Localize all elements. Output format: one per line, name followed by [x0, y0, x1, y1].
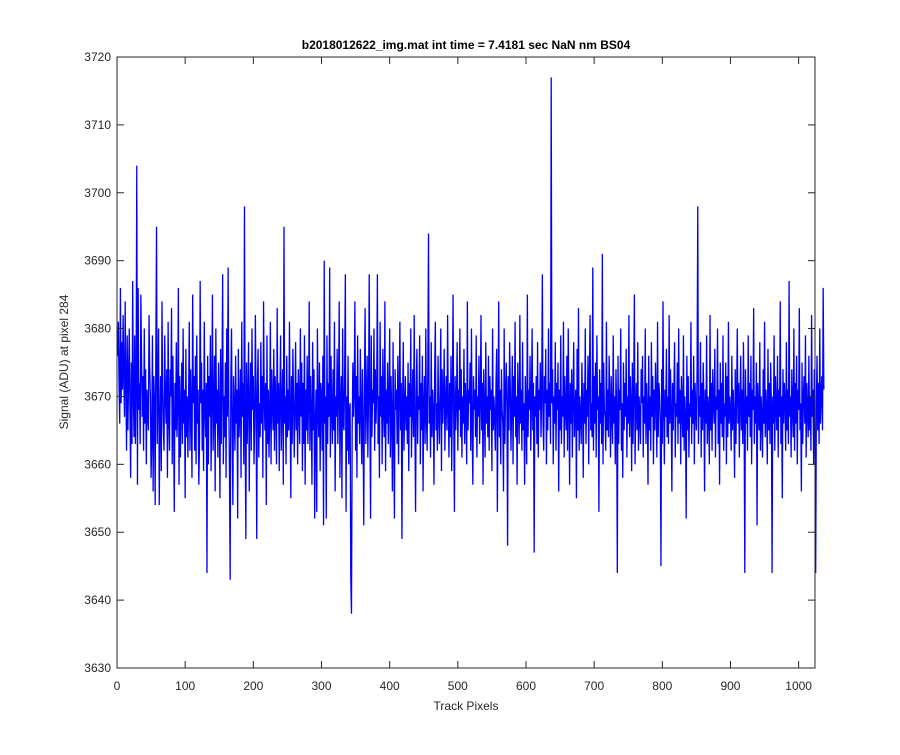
- x-tick-label: 600: [516, 679, 536, 693]
- y-tick-label: 3690: [84, 254, 111, 268]
- y-tick-label: 3650: [84, 525, 111, 539]
- y-tick-label: 3660: [84, 457, 111, 471]
- series-line-1: [117, 77, 825, 614]
- axes-box: [116, 56, 816, 669]
- y-tick-label: 3630: [84, 661, 111, 675]
- x-tick-label: 300: [311, 679, 331, 693]
- x-axis-label: Track Pixels: [434, 699, 499, 713]
- x-tick-label: 1000: [785, 679, 812, 693]
- x-tick-label: 400: [380, 679, 400, 693]
- x-tick-label: 900: [720, 679, 740, 693]
- y-tick-label: 3720: [84, 50, 111, 64]
- y-axis-label: Signal (ADU) at pixel 284: [57, 294, 71, 429]
- chart-title: b2018012622_img.mat int time = 7.4181 se…: [302, 38, 631, 52]
- x-tick-label: 500: [448, 679, 468, 693]
- y-axis-ticks: 3630 3640 3650 3660 3670 3680 3690 3700 3710 3720: [84, 50, 815, 675]
- x-tick-label: 800: [652, 679, 672, 693]
- x-axis-ticks: 0 100 200 300 400 500 600 700 800 900 1000: [114, 57, 812, 693]
- y-tick-label: 3670: [84, 389, 111, 403]
- x-tick-label: 0: [114, 679, 121, 693]
- x-tick-label: 100: [175, 679, 195, 693]
- y-tick-label: 3640: [84, 593, 111, 607]
- y-tick-label: 3700: [84, 186, 111, 200]
- y-tick-label: 3680: [84, 322, 111, 336]
- series-layer: [117, 77, 825, 614]
- x-tick-label: 200: [243, 679, 263, 693]
- y-tick-label: 3710: [84, 118, 111, 132]
- x-tick-label: 700: [584, 679, 604, 693]
